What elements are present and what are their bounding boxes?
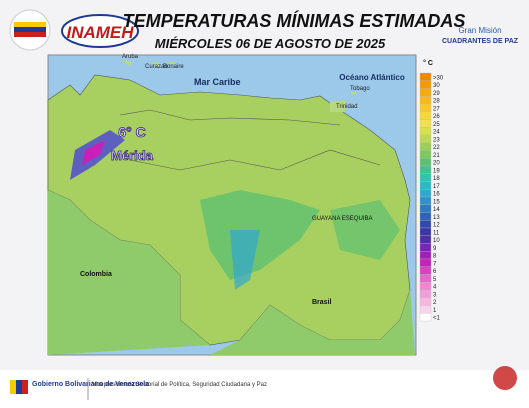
legend-swatch	[419, 212, 432, 221]
legend-label: 27	[433, 106, 440, 112]
legend-swatch	[419, 266, 432, 275]
legend-label: 19	[433, 168, 440, 174]
logo-right-bottom: CUADRANTES DE PAZ	[442, 38, 519, 45]
legend-swatch	[419, 134, 432, 143]
legend-label: 26	[433, 114, 440, 120]
legend-swatch	[419, 103, 432, 112]
legend-label: 5	[433, 277, 437, 283]
legend-label: 18	[433, 176, 440, 182]
legend-swatch	[419, 181, 432, 190]
island-label: Curazao	[145, 64, 168, 70]
legend-swatch	[419, 258, 432, 267]
legend-swatch	[419, 119, 432, 128]
legend-swatch	[419, 127, 432, 136]
legend-swatch	[419, 204, 432, 213]
subtitle: MIÉRCOLES 06 DE AGOSTO DE 2025	[155, 36, 386, 51]
map	[47, 54, 417, 356]
legend-label: 23	[433, 137, 440, 143]
legend-swatch	[419, 297, 432, 306]
legend-swatch	[419, 274, 432, 283]
sea-label: Mar Caribe	[194, 77, 241, 87]
island-label: Aruba	[122, 54, 139, 60]
legend-swatch	[419, 227, 432, 236]
highlight-value: 6° C	[118, 124, 145, 140]
legend-label: 24	[433, 130, 440, 136]
legend-label: 1	[433, 308, 437, 314]
legend-swatch	[419, 72, 432, 81]
legend-label: 10	[433, 238, 440, 244]
legend-swatch	[419, 96, 432, 105]
legend-swatch	[419, 165, 432, 174]
legend-label: 14	[433, 207, 440, 213]
legend: >303029282726252423222120191817161514131…	[419, 72, 444, 322]
legend-swatch	[419, 111, 432, 120]
footer-office: Vicepresidencia Sectorial de Política, S…	[92, 382, 267, 388]
legend-swatch	[419, 305, 432, 314]
logo-text: INAMEH	[66, 23, 134, 42]
region-label: GUAYANA ESEQUIBA	[312, 216, 372, 222]
legend-label: 13	[433, 215, 440, 221]
legend-label: 9	[433, 246, 437, 252]
legend-label: <1	[433, 316, 441, 322]
legend-label: 30	[433, 83, 440, 89]
legend-swatch	[419, 142, 432, 151]
legend-swatch	[419, 243, 432, 252]
legend-label: 2	[433, 300, 437, 306]
legend-swatch	[419, 235, 432, 244]
legend-label: 3	[433, 292, 437, 298]
legend-swatch	[419, 158, 432, 167]
island-label: Tobago	[350, 86, 370, 92]
legend-swatch	[419, 189, 432, 198]
legend-label: 29	[433, 91, 440, 97]
legend-label: 20	[433, 161, 440, 167]
legend-label: 7	[433, 261, 437, 267]
legend-swatch	[419, 289, 432, 298]
legend-swatch	[419, 196, 432, 205]
legend-label: 28	[433, 99, 440, 105]
legend-label: 11	[433, 230, 440, 236]
legend-swatch	[419, 173, 432, 182]
legend-swatch	[419, 220, 432, 229]
country-label: Brasil	[312, 299, 332, 306]
legend-label: 8	[433, 254, 437, 260]
country-label: Colombia	[80, 271, 112, 278]
legend-label: 16	[433, 192, 440, 198]
inameh-logo	[61, 14, 139, 48]
legend-label: 6	[433, 269, 437, 275]
legend-swatch	[419, 150, 432, 159]
legend-swatch	[419, 251, 432, 260]
legend-label: 4	[433, 285, 437, 291]
island-label: Trinidad	[336, 104, 357, 110]
legend-swatch	[419, 88, 432, 97]
title: TEMPERATURAS MÍNIMAS ESTIMADAS	[123, 10, 466, 31]
logo-right-top: Gran Misión	[458, 26, 501, 35]
footer-gov: Gobierno Bolivariano de Venezuela	[32, 381, 149, 388]
highlight-place: Mérida	[111, 148, 154, 163]
legend-label: 12	[433, 223, 440, 229]
legend-unit: ° C	[423, 59, 433, 67]
legend-label: 25	[433, 122, 440, 128]
legend-label: 17	[433, 184, 440, 190]
ocean-label: Océano Atlántico	[339, 73, 405, 82]
legend-label: 21	[433, 153, 440, 159]
legend-label: >30	[433, 75, 444, 81]
legend-label: 15	[433, 199, 440, 205]
legend-label: 22	[433, 145, 440, 151]
island-label: Bonaire	[163, 64, 184, 70]
legend-swatch	[419, 313, 432, 322]
legend-swatch	[419, 282, 432, 291]
legend-swatch	[419, 80, 432, 89]
